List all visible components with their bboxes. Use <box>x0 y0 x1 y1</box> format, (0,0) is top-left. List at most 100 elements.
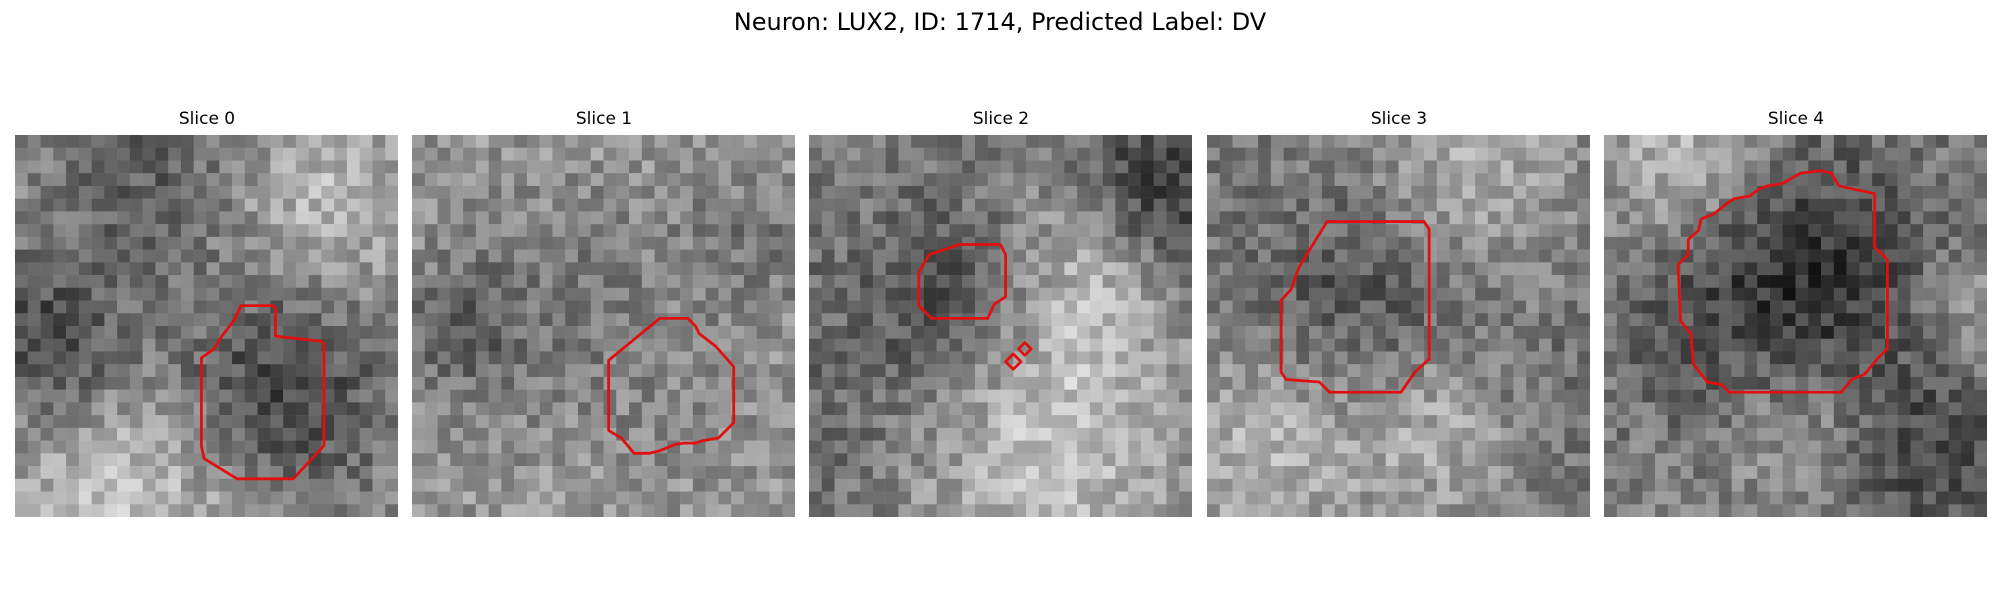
image-pixel <box>1398 427 1412 441</box>
image-pixel <box>104 300 118 314</box>
image-pixel <box>385 376 398 390</box>
image-pixel <box>1500 211 1514 225</box>
image-pixel <box>15 236 29 250</box>
image-pixel <box>949 338 963 352</box>
image-pixel <box>1551 427 1565 441</box>
image-pixel <box>283 466 297 480</box>
image-pixel <box>1961 313 1975 327</box>
image-pixel <box>885 351 899 365</box>
image-pixel <box>1526 147 1540 161</box>
image-pixel <box>257 147 271 161</box>
image-pixel <box>577 160 591 174</box>
image-pixel <box>1360 236 1374 250</box>
image-pixel <box>1513 376 1527 390</box>
image-pixel <box>1179 491 1192 505</box>
image-pixel <box>219 453 233 467</box>
image-pixel <box>1179 147 1192 161</box>
image-pixel <box>1258 402 1272 416</box>
image-pixel <box>834 338 848 352</box>
image-pixel <box>1449 173 1463 187</box>
image-pixel <box>616 147 630 161</box>
image-pixel <box>577 504 591 517</box>
image-pixel <box>1296 478 1310 492</box>
image-pixel <box>40 313 54 327</box>
image-pixel <box>872 185 886 199</box>
image-pixel <box>412 453 426 467</box>
image-pixel <box>1974 466 1987 480</box>
image-pixel <box>1604 402 1618 416</box>
image-pixel <box>372 402 386 416</box>
image-pixel <box>1398 173 1412 187</box>
image-pixel <box>1309 389 1323 403</box>
image-pixel <box>1897 160 1911 174</box>
image-pixel <box>359 275 373 289</box>
image-pixel <box>450 185 464 199</box>
image-pixel <box>514 478 528 492</box>
image-pixel <box>1232 389 1246 403</box>
image-pixel <box>1347 262 1361 276</box>
image-pixel <box>1744 249 1758 263</box>
image-pixel <box>1948 389 1962 403</box>
image-pixel <box>872 415 886 429</box>
image-pixel <box>1270 275 1284 289</box>
image-pixel <box>949 224 963 238</box>
image-pixel <box>1923 173 1937 187</box>
image-pixel <box>641 466 655 480</box>
image-pixel <box>1334 491 1348 505</box>
image-pixel <box>782 236 795 250</box>
image-pixel <box>40 300 54 314</box>
image-pixel <box>1207 389 1221 403</box>
image-pixel <box>1923 389 1937 403</box>
image-pixel <box>1974 262 1987 276</box>
image-pixel <box>372 389 386 403</box>
image-pixel <box>475 427 489 441</box>
image-pixel <box>1064 211 1078 225</box>
image-pixel <box>1808 313 1822 327</box>
image-pixel <box>1449 415 1463 429</box>
image-pixel <box>488 402 502 416</box>
image-pixel <box>1309 453 1323 467</box>
image-pixel <box>412 236 426 250</box>
image-pixel <box>1321 135 1335 148</box>
image-pixel <box>308 453 322 467</box>
image-pixel <box>1731 440 1745 454</box>
image-pixel <box>1833 376 1847 390</box>
image-pixel <box>168 351 182 365</box>
image-pixel <box>359 402 373 416</box>
image-pixel <box>1089 415 1103 429</box>
image-pixel <box>680 275 694 289</box>
image-pixel <box>1884 466 1898 480</box>
image-pixel <box>1179 185 1192 199</box>
image-pixel <box>834 313 848 327</box>
image-pixel <box>321 147 335 161</box>
image-pixel <box>1642 249 1656 263</box>
image-pixel <box>1026 376 1040 390</box>
image-pixel <box>1140 236 1154 250</box>
image-pixel <box>1436 453 1450 467</box>
image-pixel <box>1475 491 1489 505</box>
image-pixel <box>821 224 835 238</box>
image-pixel <box>1258 249 1272 263</box>
image-pixel <box>334 224 348 238</box>
image-pixel <box>1604 300 1618 314</box>
image-pixel <box>1629 211 1643 225</box>
image-pixel <box>206 275 220 289</box>
image-pixel <box>1360 262 1374 276</box>
image-pixel <box>1872 504 1886 517</box>
image-pixel <box>475 173 489 187</box>
image-pixel <box>539 453 553 467</box>
image-pixel <box>1693 236 1707 250</box>
image-pixel <box>321 262 335 276</box>
image-pixel <box>142 300 156 314</box>
image-pixel <box>257 160 271 174</box>
image-pixel <box>1706 135 1720 148</box>
image-pixel <box>847 338 861 352</box>
image-pixel <box>219 427 233 441</box>
image-pixel <box>1372 185 1386 199</box>
image-pixel <box>718 478 732 492</box>
image-pixel <box>1757 326 1771 339</box>
image-pixel <box>129 402 143 416</box>
image-pixel <box>1693 466 1707 480</box>
image-pixel <box>1026 351 1040 365</box>
image-pixel <box>1667 427 1681 441</box>
